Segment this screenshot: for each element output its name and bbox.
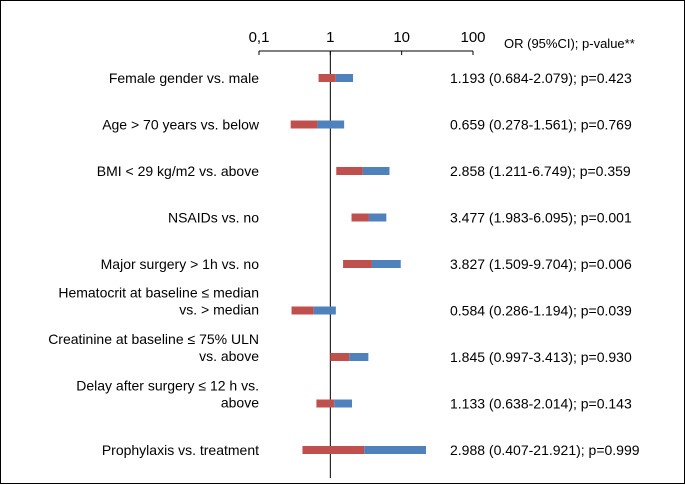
row-label: BMI < 29 kg/m2 vs. above bbox=[97, 163, 259, 179]
x-tick-label: 100 bbox=[460, 29, 485, 46]
row-label: Delay after surgery ≤ 12 h vs. bbox=[76, 378, 259, 394]
ci-upper-segment bbox=[368, 213, 387, 222]
ci-lower-segment bbox=[290, 120, 318, 129]
x-tick-label: 10 bbox=[393, 29, 410, 46]
ci-upper-segment bbox=[335, 74, 354, 82]
ci-lower-segment bbox=[351, 213, 369, 222]
or-column-header: OR (95%CI); p-value** bbox=[504, 36, 635, 51]
row-label: Prophylaxis vs. treatment bbox=[102, 442, 259, 458]
or-value-text: 2.988 (0.407-21.921); p=0.999 bbox=[450, 442, 640, 458]
ci-upper-segment bbox=[334, 399, 353, 408]
row-label: vs. > median bbox=[179, 302, 259, 318]
ci-lower-segment bbox=[316, 399, 335, 408]
ci-lower-segment bbox=[291, 306, 314, 315]
row-label: Age > 70 years vs. below bbox=[102, 117, 260, 133]
ci-upper-segment bbox=[317, 120, 345, 129]
row-label: vs. above bbox=[199, 348, 259, 364]
row-label: Creatinine at baseline ≤ 75% ULN bbox=[48, 331, 259, 347]
x-tick-label: 0,1 bbox=[249, 29, 270, 46]
or-value-text: 2.858 (1.211-6.749); p=0.359 bbox=[450, 163, 631, 179]
row-label: NSAIDs vs. no bbox=[168, 210, 259, 226]
or-value-text: 1.133 (0.638-2.014); p=0.143 bbox=[450, 396, 632, 412]
or-value-text: 1.193 (0.684-2.079); p=0.423 bbox=[450, 70, 632, 86]
row-label: Female gender vs. male bbox=[109, 70, 259, 86]
ci-lower-segment bbox=[343, 260, 372, 268]
or-value-text: 3.827 (1.509-9.704); p=0.006 bbox=[450, 256, 632, 272]
ci-lower-segment bbox=[336, 167, 363, 175]
or-value-text: 0.584 (0.286-1.194); p=0.039 bbox=[450, 303, 632, 319]
ci-upper-segment bbox=[362, 167, 390, 175]
ci-lower-segment bbox=[318, 74, 336, 82]
ci-upper-segment bbox=[313, 306, 336, 315]
row-label: above bbox=[221, 395, 259, 411]
or-value-text: 3.477 (1.983-6.095); p=0.001 bbox=[450, 210, 632, 226]
ci-lower-segment bbox=[330, 353, 350, 361]
row-label: Hematocrit at baseline ≤ median bbox=[58, 285, 259, 301]
ci-upper-segment bbox=[349, 353, 369, 361]
x-tick-label: 1 bbox=[326, 29, 334, 46]
ci-upper-segment bbox=[371, 260, 401, 268]
or-value-text: 1.845 (0.997-3.413); p=0.930 bbox=[450, 349, 632, 365]
ci-upper-segment bbox=[364, 446, 426, 454]
or-value-text: 0.659 (0.278-1.561); p=0.769 bbox=[450, 117, 632, 133]
row-label: Major surgery > 1h vs. no bbox=[101, 256, 260, 272]
ci-lower-segment bbox=[302, 446, 365, 454]
